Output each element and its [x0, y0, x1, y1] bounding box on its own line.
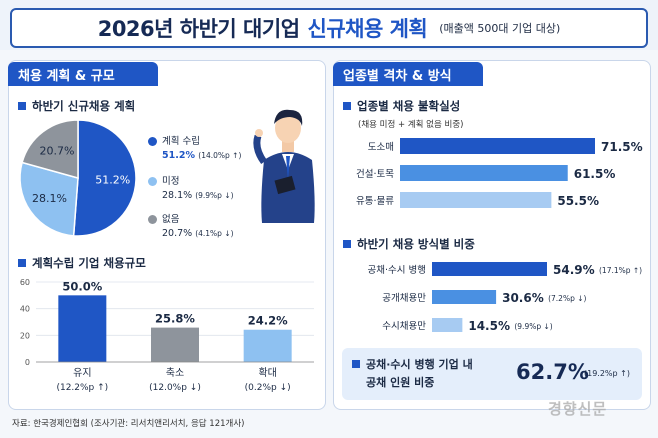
x-tick-label: 축소 [166, 367, 184, 379]
bar-section-title: 계획수립 기업 채용규모 [18, 255, 146, 271]
hbar [432, 290, 497, 304]
y-tick-label: 20 [20, 331, 30, 340]
hbar-change-label: (7.2%p ↓) [548, 294, 586, 303]
y-tick-label: 40 [20, 305, 30, 314]
legend-label: 미정 [162, 176, 180, 187]
hbar-category-label: 도소매 [368, 142, 394, 153]
industry-note: (채용 미정 + 계획 없음 비중) [358, 120, 464, 130]
industry-bar-chart: 도소매 71.5% 건설·토목 61.5% 유통·물류 55.5% [356, 138, 643, 208]
pie-slice-label: 28.1% [32, 192, 67, 205]
legend-value: 28.1% (9.9%p ↓) [162, 190, 234, 201]
legend-dot [148, 137, 157, 146]
scale-bar-chart: 0 20 40 60 50.0% 유지 (12.2%p ↑) 25.8% 축소 (12.0%p ↓… [20, 278, 314, 393]
hbar-value-label: 61.5% [574, 167, 616, 181]
bar-value-label: 50.0% [62, 279, 102, 293]
hbar-category-label: 건설·토목 [356, 169, 394, 180]
hbar [432, 262, 547, 276]
bar-value-label: 25.8% [155, 312, 195, 326]
bar-title: 계획수립 기업 채용규모 [32, 256, 146, 270]
hbar-change-label: (9.9%p ↓) [514, 322, 552, 331]
callout-marker [352, 360, 360, 368]
y-tick-label: 0 [25, 358, 30, 367]
hbar-value-label: 54.9% [553, 263, 595, 277]
hbar-category-label: 공개채용만 [382, 293, 426, 304]
bar [151, 327, 199, 362]
legend-dot [148, 177, 157, 186]
hbar [432, 318, 463, 332]
callout-value: 62.7% [516, 360, 589, 384]
section-marker [343, 240, 351, 248]
x-tick-label: 유지 [73, 367, 91, 379]
source-note: 자료: 한국경제인협회 (조사기관: 리서치앤리서치, 응답 121개사) [12, 419, 245, 429]
businessman-illustration [253, 109, 315, 223]
callout-change: (19.2%p ↑) [584, 369, 630, 378]
title-box: 2026년 하반기 대기업 신규채용 계획 (매출액 500대 기업 대상) [10, 8, 648, 48]
bar-value-label: 24.2% [248, 314, 288, 328]
pie-slice [72, 119, 137, 237]
page-subtitle: (매출액 500대 기업 대상) [439, 22, 561, 35]
section-marker [18, 259, 26, 267]
bar-change-label: (12.2%p ↑) [56, 383, 108, 393]
pie-slice-label: 51.2% [95, 173, 130, 186]
legend-value: 51.2% (14.0%p ↑) [162, 150, 242, 161]
callout-box [342, 348, 642, 400]
legend-value: 20.7% (4.1%p ↓) [162, 228, 234, 239]
pie-section-title: 하반기 신규채용 계획 [18, 98, 135, 114]
method-title: 하반기 채용 방식별 비중 [357, 237, 475, 251]
callout-line-1: 공채·수시 병행 기업 내 [366, 358, 473, 371]
callout-line-2: 공채 인원 비중 [366, 376, 435, 389]
section-marker [18, 102, 26, 110]
industry-section-title: 업종별 채용 불확실성 [343, 98, 460, 114]
bar [243, 329, 292, 362]
legend-dot [148, 215, 157, 224]
left-panel-tab: 채용 계획 & 규모 [8, 62, 158, 86]
hbar [400, 192, 552, 208]
hbar-value-label: 14.5% [468, 319, 510, 333]
legend-label: 계획 수립 [162, 136, 200, 147]
pie-slice [21, 119, 79, 179]
hbar-value-label: 71.5% [601, 140, 643, 154]
hbar-value-label: 55.5% [557, 194, 599, 208]
right-panel-tab: 업종별 격차 & 방식 [333, 62, 483, 86]
pie-slice [19, 161, 79, 237]
method-bar-chart: 공채·수시 병행 54.9% (17.1%p ↑) 공개채용만 30.6% (7.2%p … [368, 262, 642, 333]
bar-change-label: (12.0%p ↓) [149, 383, 201, 393]
watermark: 경향신문 [548, 400, 608, 418]
page-title-highlight: 신규채용 계획 [307, 17, 428, 41]
section-marker [343, 102, 351, 110]
legend-label: 없음 [162, 214, 180, 225]
hbar-category-label: 공채·수시 병행 [368, 264, 426, 276]
hbar-value-label: 30.6% [502, 291, 544, 305]
pie-title: 하반기 신규채용 계획 [32, 99, 136, 113]
hbar [400, 138, 595, 154]
y-tick-label: 60 [20, 278, 30, 287]
industry-title: 업종별 채용 불확실성 [357, 99, 461, 113]
hbar-change-label: (17.1%p ↑) [599, 266, 642, 275]
bar [58, 295, 107, 362]
pie-chart: 51.2% 28.1% 20.7% [19, 119, 137, 237]
hbar-category-label: 유통·물류 [356, 196, 394, 207]
pie-slice-label: 20.7% [39, 144, 74, 157]
page-title: 2026년 하반기 대기업 [97, 17, 300, 41]
method-section-title: 하반기 채용 방식별 비중 [343, 236, 475, 252]
x-tick-label: 확대 [258, 367, 276, 379]
hbar [400, 165, 568, 181]
hbar-category-label: 수시채용만 [382, 321, 426, 332]
bar-change-label: (0.2%p ↓) [245, 383, 291, 393]
